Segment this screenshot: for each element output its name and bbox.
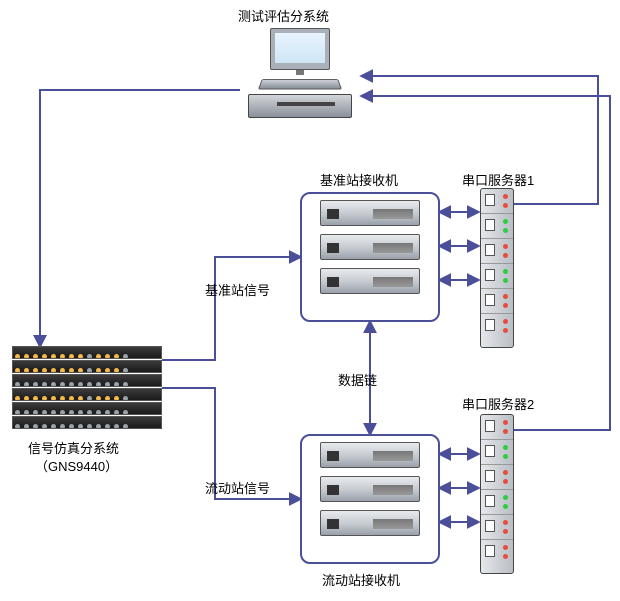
mobile-rx-title: 流动站接收机 bbox=[322, 570, 400, 589]
mobile-rx-group bbox=[320, 442, 420, 544]
serial-server-1 bbox=[480, 188, 514, 348]
tester-title: 测试评估分系统 bbox=[238, 6, 329, 25]
serial-server-2 bbox=[480, 414, 514, 574]
simulator-title-l1: 信号仿真分系统 bbox=[28, 438, 119, 457]
receiver-unit bbox=[320, 510, 420, 536]
receiver-unit bbox=[320, 268, 420, 294]
base-rx-group bbox=[320, 200, 420, 302]
receiver-unit bbox=[320, 442, 420, 468]
receiver-unit bbox=[320, 476, 420, 502]
datalink-label: 数据链 bbox=[338, 370, 377, 389]
tester-device bbox=[240, 28, 360, 128]
arrow-sim-to-base-box bbox=[162, 257, 300, 360]
serial1-title: 串口服务器1 bbox=[462, 170, 534, 189]
simulator-title-l2: （GNS9440） bbox=[35, 456, 118, 475]
arrow-tester-to-sim bbox=[40, 90, 240, 346]
serial2-title: 串口服务器2 bbox=[462, 394, 534, 413]
mobile-signal-label: 流动站信号 bbox=[205, 478, 270, 497]
base-rx-title: 基准站接收机 bbox=[320, 170, 398, 189]
receiver-unit bbox=[320, 234, 420, 260]
base-signal-label: 基准站信号 bbox=[205, 280, 270, 299]
receiver-unit bbox=[320, 200, 420, 226]
simulator-device bbox=[12, 346, 162, 430]
